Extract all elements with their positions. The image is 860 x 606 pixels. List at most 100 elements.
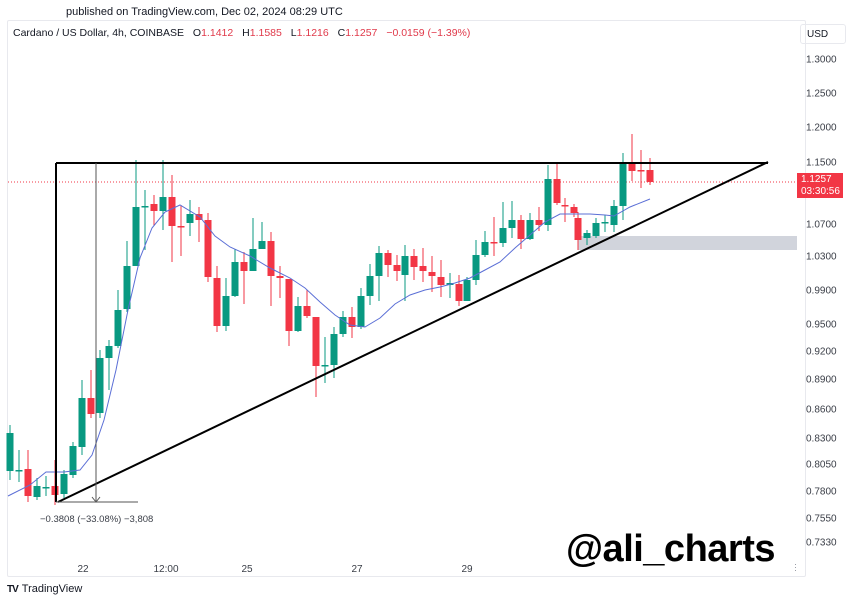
candle-body — [401, 256, 409, 275]
candle-body — [303, 306, 311, 316]
y-tick-label: 1.0700 — [806, 219, 837, 231]
candle-body — [348, 317, 356, 327]
y-tick-label: 0.8600 — [806, 404, 837, 416]
candle-body — [472, 255, 480, 280]
candle-body — [628, 163, 636, 171]
candle-body — [186, 214, 194, 223]
candle-body — [69, 446, 77, 475]
candle-body — [285, 279, 293, 331]
open-label: O — [192, 27, 202, 39]
candle-body — [276, 276, 284, 278]
axis-menu-icon[interactable]: · · · — [794, 559, 797, 575]
symbol-legend: Cardano / US Dollar, 4h, COINBASE O1.141… — [13, 27, 470, 39]
candle-body — [592, 223, 600, 236]
candle-body — [619, 162, 627, 206]
candle-body — [294, 306, 302, 331]
y-tick-label: 1.1500 — [806, 157, 837, 169]
symbol-title: Cardano / US Dollar, 4h, COINBASE — [13, 27, 184, 39]
candle-body — [366, 276, 374, 296]
candle-body — [437, 277, 445, 285]
moving-average-line — [7, 198, 651, 497]
candle-body — [123, 266, 131, 309]
candle-body — [330, 334, 338, 365]
candle-body — [508, 220, 516, 228]
y-tick-label: 0.9200 — [806, 346, 837, 358]
candle-body — [114, 310, 122, 346]
candle-body — [33, 486, 41, 497]
y-tick-label: 1.2500 — [806, 88, 837, 100]
candle-body — [553, 179, 561, 203]
candle-body — [267, 241, 275, 276]
low-label: L — [290, 27, 297, 39]
candle-body — [321, 365, 329, 367]
candle-body — [177, 226, 185, 228]
author-watermark: @ali_charts — [566, 528, 776, 570]
candle-body — [574, 218, 582, 240]
candle-body — [419, 266, 427, 271]
candle-body — [141, 206, 149, 208]
candle-body — [490, 242, 498, 244]
candle-body — [499, 228, 507, 243]
candle-body — [132, 207, 140, 266]
candle-body — [393, 265, 401, 271]
low-value: 1.1216 — [296, 27, 329, 39]
open-value: 1.1412 — [201, 27, 234, 39]
y-tick-label: 0.7800 — [806, 486, 837, 498]
y-tick-label: 0.8900 — [806, 374, 837, 386]
tradingview-branding[interactable]: TV TradingView — [7, 583, 82, 595]
candle-body — [428, 272, 436, 276]
measure-label: −0.3808 (−33.08%) −3,808 — [40, 514, 154, 525]
y-tick-label: 0.9500 — [806, 319, 837, 331]
high-value: 1.1585 — [249, 27, 282, 39]
candle-body — [24, 469, 32, 496]
close-label: C — [337, 27, 346, 39]
x-tick-label: 27 — [351, 564, 363, 575]
candle-body — [561, 205, 569, 207]
candle-body — [583, 233, 591, 238]
candle-body — [6, 433, 14, 471]
candle-body — [60, 474, 68, 494]
y-tick-label: 1.2000 — [806, 122, 837, 134]
candle-body — [410, 256, 418, 267]
candle-body — [463, 280, 471, 301]
candle-body — [159, 197, 167, 211]
y-tick-label: 1.3000 — [806, 54, 837, 66]
y-tick-label: 0.8300 — [806, 433, 837, 445]
chart-frame — [7, 20, 806, 577]
candle-body — [258, 241, 266, 249]
published-caption: published on TradingView.com, Dec 02, 20… — [66, 6, 343, 18]
tradingview-name: TradingView — [21, 583, 83, 595]
x-tick-label: 12:00 — [153, 564, 179, 575]
close-value: 1.1257 — [345, 27, 378, 39]
candle-body — [601, 222, 609, 224]
candle-body — [339, 317, 347, 334]
candle-body — [105, 346, 113, 358]
y-tick-label: 0.7550 — [806, 513, 837, 525]
candle-body — [535, 220, 543, 225]
y-tick-label: 0.9900 — [806, 285, 837, 297]
candle-body — [375, 253, 383, 276]
rising-support-line — [57, 161, 769, 503]
currency-button[interactable]: USD — [800, 24, 846, 44]
x-tick-label: 29 — [461, 564, 473, 575]
candle-body — [455, 284, 463, 301]
candle-body — [384, 253, 392, 265]
candle-body — [544, 179, 552, 225]
support-zone — [578, 236, 797, 250]
candle-body — [357, 296, 365, 327]
candle-body — [150, 204, 158, 211]
candle-body — [96, 358, 104, 413]
last-price: 1.1257 — [801, 174, 832, 185]
last-price-tag: 1.1257 03:30:56 — [797, 173, 843, 198]
y-tick-label: 0.7330 — [806, 537, 837, 549]
x-tick-label: 22 — [77, 564, 89, 575]
bar-countdown: 03:30:56 — [801, 185, 840, 197]
y-tick-label: 1.0300 — [806, 251, 837, 263]
candle-body — [87, 398, 95, 414]
candle-body — [204, 220, 212, 277]
candle-body — [249, 249, 257, 271]
tradingview-logo-icon: TV — [7, 583, 19, 595]
candle-body — [15, 470, 23, 472]
candle-body — [240, 262, 248, 271]
